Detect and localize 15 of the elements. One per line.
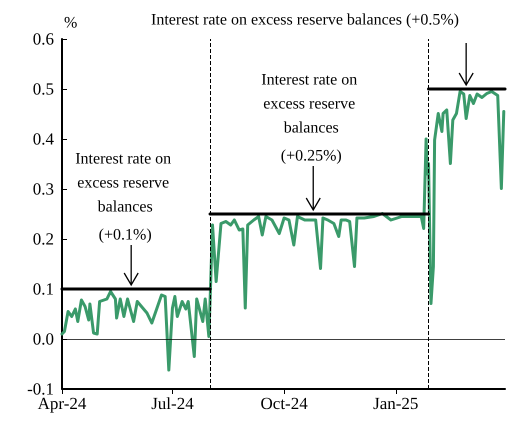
annotation: Interest rate on excess reserve balances (+0.25%) [261,72,362,164]
y-tick-label: 0.6 [32,30,54,48]
y-axis-title: % [64,14,78,32]
y-tick-label: 0.1 [32,280,54,298]
y-tick-label: 0.2 [32,230,54,248]
y-tick-label: 0.4 [32,130,54,148]
line-series [60,90,506,372]
annotation: Interest rate on excess reserve balances (+0.5%) [151,12,459,28]
y-tick-label: 0.3 [32,180,54,198]
annotation: Interest rate on excess reserve balances (+0.1%) [75,150,176,244]
y-tick-label: 0.0 [32,330,54,348]
x-tick-label: Jan-25 [373,394,418,413]
x-tick-label: Oct-24 [260,394,308,413]
y-tick-label: 0.5 [32,80,54,98]
x-tick-label: Jul-24 [151,394,194,413]
